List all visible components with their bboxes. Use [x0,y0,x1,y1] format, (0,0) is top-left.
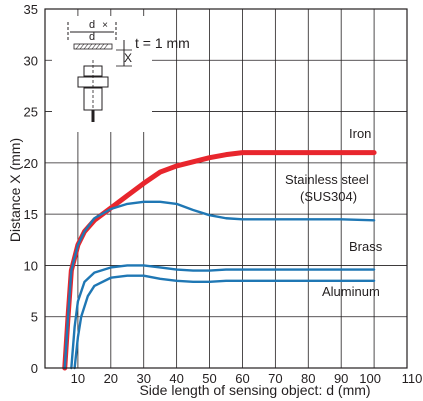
x-tick-label: 80 [301,371,315,386]
x-tick-label: 30 [136,371,150,386]
inset-hatch [103,43,109,50]
series-label-brass: Brass [349,239,383,254]
x-tick-label: 60 [235,371,249,386]
x-tick-label: 90 [334,371,348,386]
y-tick-label: 0 [31,361,38,376]
series-label-stainless-steel-line1: Stainless steel [285,172,369,187]
chart-tick-labels: 0 5 10 15 20 25 30 35 10 20 30 40 50 60 70 80 90 100 110 [24,2,423,386]
inset-hatch [79,43,85,50]
inset-thickness-label: t = 1 mm [135,35,190,51]
inset-target-plate [73,43,113,50]
inset-times-sign: × [102,20,108,31]
chart-axes [44,8,408,369]
series-label-stainless-steel-line2: (SUS304) [300,189,357,204]
inset-hatch [91,43,97,50]
inset-hatch [83,43,89,50]
series-label-aluminum: Aluminum [322,284,380,299]
inset-hatch [95,43,101,50]
y-tick-label: 30 [24,53,38,68]
series-line-brass [70,264,376,370]
y-axis-title: Distance X (mm) [7,138,23,242]
x-tick-label: 40 [169,371,183,386]
inset-hatch [99,43,105,50]
x-tick-label: 70 [268,371,282,386]
y-tick-label: 5 [31,310,38,325]
series-line-stainless-steel-sus304 [63,200,376,370]
x-tick-label: 50 [202,371,216,386]
y-tick-label: 20 [24,156,38,171]
x-axis-title: Side length of sensing object: d (mm) [139,382,370,398]
x-tick-label: 20 [104,371,118,386]
inset-d-label-top: d [89,19,95,31]
x-tick-label: 10 [71,371,85,386]
series-label-iron: Iron [349,126,371,141]
chart-grid [45,9,407,368]
y-tick-label: 15 [24,207,38,222]
inset-hatch [87,43,93,50]
x-tick-label: 110 [402,371,423,386]
plot-border [44,8,408,369]
sensor-diagram: d × d X t = 1 mm [52,16,190,132]
y-tick-label: 25 [24,105,38,120]
x-tick-label: 100 [359,371,381,386]
inset-x-label: X [124,51,132,65]
y-tick-label: 35 [24,2,38,17]
chart-series [62,150,377,371]
series-line-aluminum [73,274,376,370]
inset-hatch [75,43,81,50]
inset-d-label-bottom: d [89,31,95,43]
y-tick-label: 10 [24,258,38,273]
